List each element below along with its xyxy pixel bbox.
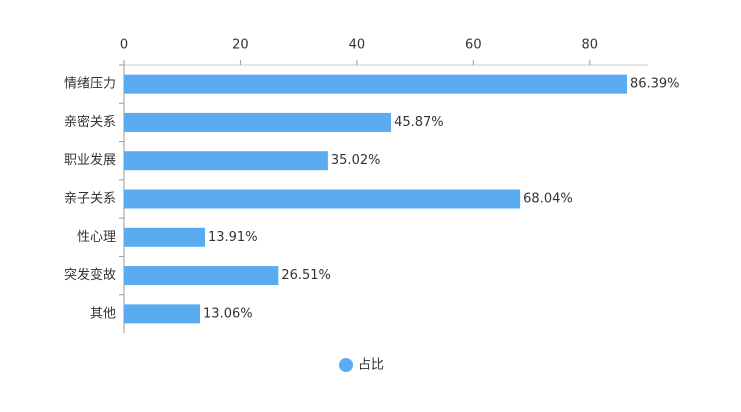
value-label: 45.87%: [394, 115, 444, 130]
x-tick-label: 20: [232, 38, 249, 53]
bar: [124, 266, 279, 286]
y-tick-label: 突发变故: [64, 267, 116, 283]
bar: [124, 74, 627, 94]
y-tick-label: 亲子关系: [64, 192, 116, 207]
value-label: 13.06%: [203, 306, 253, 321]
value-label: 26.51%: [281, 268, 331, 283]
y-tick-label: 其他: [90, 306, 116, 321]
value-label: 68.04%: [523, 192, 573, 207]
y-tick-label: 情绪压力: [64, 77, 116, 92]
y-tick-label: 性心理: [77, 230, 116, 245]
legend-label: 占比: [358, 358, 384, 373]
x-tick-label: 80: [582, 38, 599, 53]
y-tick-label: 亲密关系: [64, 114, 116, 130]
bar: [124, 151, 328, 171]
bar: [124, 112, 392, 132]
value-label: 86.39%: [630, 77, 680, 92]
y-tick-label: 职业发展: [64, 152, 116, 168]
bar: [124, 227, 205, 247]
bar: [124, 304, 201, 324]
x-tick-label: 60: [465, 38, 482, 53]
x-tick-label: 40: [349, 38, 366, 53]
bar: [124, 189, 521, 209]
value-label: 35.02%: [331, 153, 381, 168]
x-tick-label: 0: [120, 38, 128, 53]
value-label: 13.91%: [208, 230, 258, 245]
legend-marker: [339, 358, 353, 372]
